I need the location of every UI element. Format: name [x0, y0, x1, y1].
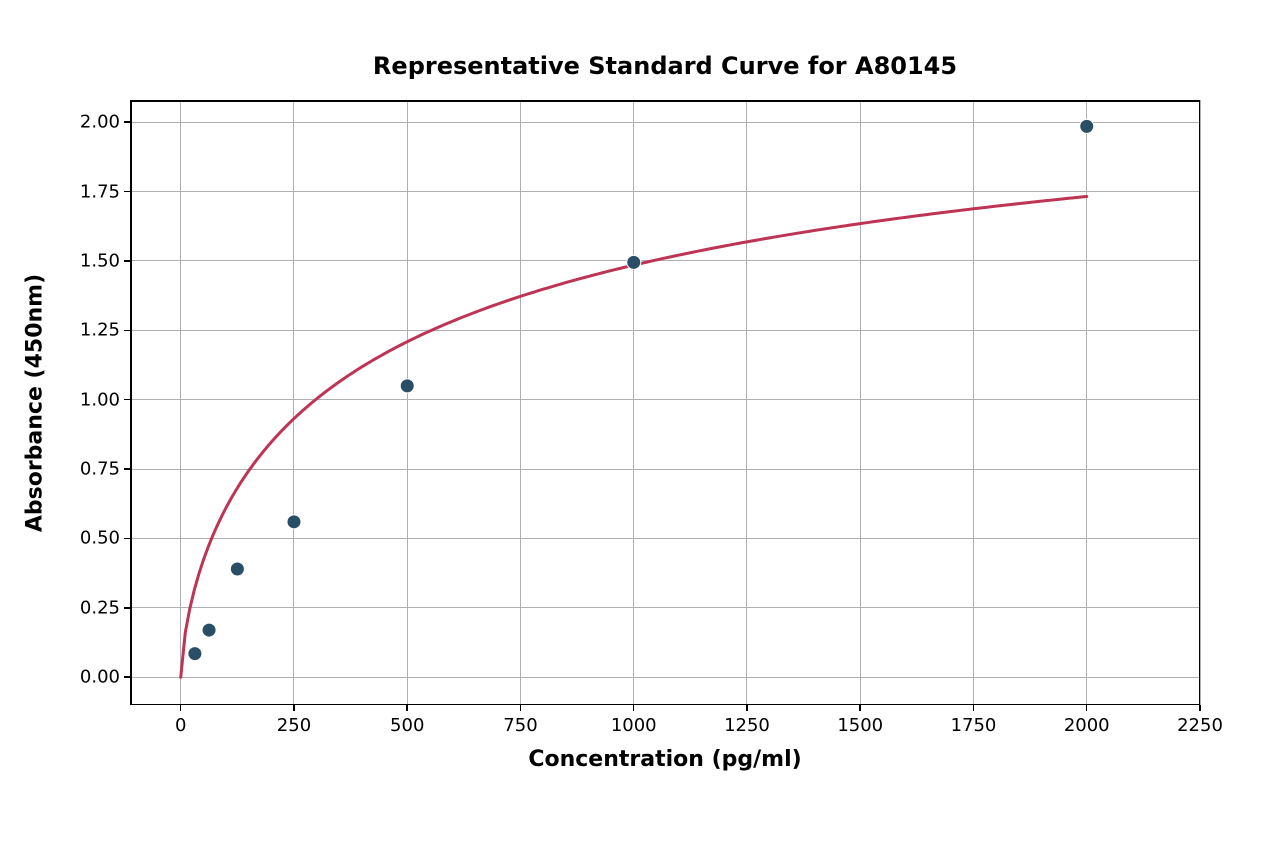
x-tick-label: 1500 [837, 715, 883, 736]
y-tick-label: 1.75 [60, 181, 120, 202]
x-tick-label: 1750 [951, 715, 997, 736]
y-axis-label: Absorbance (450nm) [23, 273, 48, 531]
x-tick-mark [746, 705, 748, 711]
x-tick-mark [1086, 705, 1088, 711]
figure: Representative Standard Curve for A80145… [0, 0, 1280, 845]
x-tick-label: 2250 [1177, 715, 1223, 736]
x-tick-label: 2000 [1064, 715, 1110, 736]
y-tick-label: 2.00 [60, 112, 120, 133]
y-tick-label: 0.75 [60, 459, 120, 480]
x-tick-mark [180, 705, 182, 711]
spine-left [130, 100, 132, 705]
x-tick-label: 500 [390, 715, 424, 736]
x-tick-mark [973, 705, 975, 711]
y-tick-label: 0.00 [60, 667, 120, 688]
x-tick-mark [1199, 705, 1201, 711]
chart-title: Representative Standard Curve for A80145 [373, 52, 957, 80]
data-point [400, 379, 414, 393]
x-tick-label: 250 [277, 715, 311, 736]
data-point [1080, 119, 1094, 133]
y-tick-mark [124, 260, 130, 262]
x-tick-mark [520, 705, 522, 711]
y-tick-mark [124, 330, 130, 332]
data-point [188, 647, 202, 661]
y-tick-label: 0.50 [60, 528, 120, 549]
chart-overlay [130, 100, 1200, 705]
data-point [230, 562, 244, 576]
y-tick-mark [124, 538, 130, 540]
y-tick-mark [124, 468, 130, 470]
y-tick-label: 1.50 [60, 250, 120, 271]
y-tick-mark [124, 676, 130, 678]
x-tick-mark [633, 705, 635, 711]
spine-right [1199, 100, 1201, 705]
x-tick-label: 1250 [724, 715, 770, 736]
y-tick-mark [124, 191, 130, 193]
data-point [202, 623, 216, 637]
spine-bottom [130, 704, 1200, 706]
data-point [287, 515, 301, 529]
x-tick-label: 750 [503, 715, 537, 736]
spine-top [130, 100, 1200, 102]
plot-area [130, 100, 1200, 705]
y-tick-mark [124, 607, 130, 609]
y-tick-mark [124, 121, 130, 123]
y-tick-label: 0.25 [60, 597, 120, 618]
x-tick-mark [406, 705, 408, 711]
x-tick-label: 0 [175, 715, 186, 736]
x-axis-label: Concentration (pg/ml) [528, 747, 801, 772]
y-tick-label: 1.25 [60, 320, 120, 341]
x-tick-mark [859, 705, 861, 711]
data-point [627, 255, 641, 269]
x-tick-label: 1000 [611, 715, 657, 736]
y-tick-mark [124, 399, 130, 401]
x-tick-mark [293, 705, 295, 711]
y-tick-label: 1.00 [60, 389, 120, 410]
